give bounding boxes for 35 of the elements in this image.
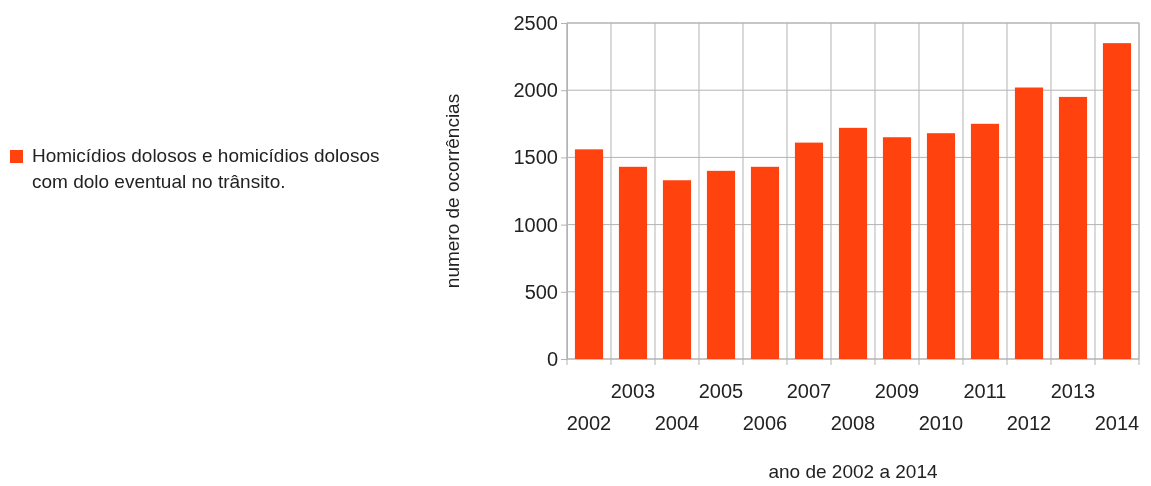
y-tick-label: 1000 bbox=[513, 213, 558, 236]
y-tick-label: 0 bbox=[546, 347, 558, 370]
x-tick-label: 2010 bbox=[918, 412, 964, 434]
bar bbox=[706, 170, 736, 359]
legend-label: Homicídios dolosos e homicídios dolosos com dolo eventual no trânsito. bbox=[32, 145, 380, 192]
bar bbox=[750, 166, 780, 359]
x-tick-label: 2011 bbox=[963, 380, 1007, 402]
bar bbox=[926, 133, 956, 359]
y-tick-label: 500 bbox=[524, 280, 558, 303]
bar bbox=[618, 166, 648, 359]
x-tick-label: 2009 bbox=[874, 380, 920, 402]
x-tick-label: 2002 bbox=[566, 412, 612, 434]
bar bbox=[1014, 87, 1044, 359]
x-tick-label: 2006 bbox=[742, 412, 788, 434]
x-tick-label: 2008 bbox=[830, 412, 876, 434]
x-tick-label: 2013 bbox=[1050, 380, 1096, 402]
bar bbox=[1058, 96, 1088, 359]
x-tick-label: 2012 bbox=[1006, 412, 1052, 434]
x-tick-label: 2007 bbox=[786, 380, 832, 402]
bar bbox=[1102, 43, 1132, 359]
bar bbox=[794, 142, 824, 359]
x-tick-label: 2005 bbox=[698, 380, 744, 402]
y-tick-label: 2000 bbox=[513, 79, 558, 102]
bar bbox=[970, 123, 1000, 359]
x-axis-title: ano de 2002 a 2014 bbox=[768, 461, 938, 482]
x-tick-label: 2003 bbox=[610, 380, 656, 402]
x-tick-label: 2004 bbox=[654, 412, 700, 434]
bar bbox=[574, 149, 604, 359]
bar bbox=[882, 137, 912, 359]
bar bbox=[662, 180, 692, 359]
x-tick-label: 2014 bbox=[1094, 412, 1140, 434]
y-tick-label: 2500 bbox=[513, 11, 558, 34]
bar bbox=[838, 127, 868, 359]
y-tick-label: 1500 bbox=[513, 146, 558, 169]
y-axis-title: numero de ocorrências bbox=[442, 93, 463, 289]
